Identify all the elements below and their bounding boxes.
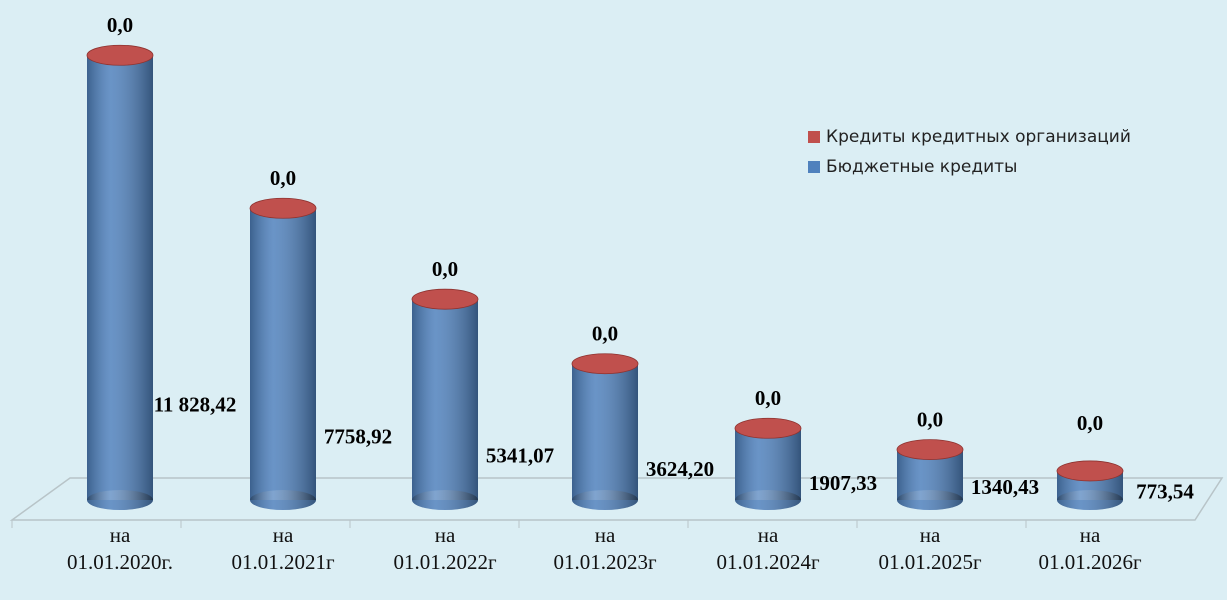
bar-shade: [250, 208, 316, 501]
value-label: 773,54: [1136, 480, 1194, 504]
bar-base-shade: [1057, 490, 1123, 510]
floor: [9, 477, 1224, 521]
bar-top: [896, 439, 964, 460]
legend-label: Кредиты кредитных организаций: [826, 127, 1131, 147]
value-label: 3624,20: [646, 457, 714, 481]
bar-shade: [572, 363, 638, 500]
legend-label: Бюджетные кредиты: [826, 157, 1017, 177]
value-label: 0,0: [1077, 411, 1103, 435]
value-label: 11 828,42: [154, 392, 237, 416]
bar-base-shade: [412, 490, 478, 510]
value-label: 5341,07: [486, 444, 554, 468]
value-label: 0,0: [432, 257, 458, 281]
bar-top: [86, 44, 154, 66]
x-tick-label: на 01.01.2021г: [231, 523, 335, 574]
bar-top: [571, 353, 639, 375]
bar-top: [734, 417, 802, 439]
bar: [87, 55, 153, 510]
bar: [250, 208, 316, 510]
bar-base-shade: [735, 490, 801, 510]
bar-base-shade: [897, 490, 963, 510]
x-tick-label: на 01.01.2025г: [878, 523, 982, 574]
bar: [572, 363, 638, 510]
value-label: 0,0: [107, 13, 133, 37]
x-tick-label: на 01.01.2022г: [393, 523, 497, 574]
bar-base-shade: [250, 490, 316, 510]
value-label: 0,0: [917, 407, 943, 431]
bar-shade: [87, 55, 153, 501]
bar-top: [1056, 460, 1124, 482]
x-tick-label: на 01.01.2024г: [716, 523, 820, 574]
bar-base-shade: [87, 490, 153, 510]
x-tick-label: на 01.01.2023г: [553, 523, 657, 574]
bar-top: [411, 288, 479, 310]
legend-swatch: [808, 161, 820, 173]
value-label: 1340,43: [971, 475, 1039, 499]
value-label: 1907,33: [809, 471, 877, 495]
value-label: 0,0: [755, 386, 781, 410]
x-tick-label: на 01.01.2020г.: [67, 523, 173, 574]
bar-base-shade: [572, 490, 638, 510]
bar: [897, 449, 963, 510]
value-label: 0,0: [592, 322, 618, 346]
value-label: 0,0: [270, 166, 296, 190]
legend-swatch: [808, 131, 820, 143]
bar-shade: [412, 299, 478, 500]
bar: [412, 299, 478, 510]
bar: [735, 428, 801, 510]
bar-shade: [735, 428, 801, 500]
x-tick-label: на 01.01.2026г: [1038, 523, 1142, 574]
bar-top: [249, 197, 317, 219]
value-label: 7758,92: [324, 425, 392, 449]
